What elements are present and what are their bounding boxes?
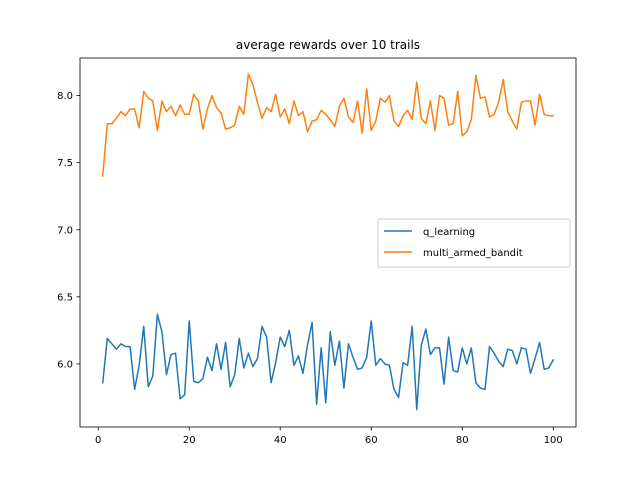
legend: q_learning multi_armed_bandit: [377, 218, 571, 268]
x-tick-label: 0: [95, 435, 101, 446]
legend-label-q-learning: q_learning: [423, 227, 475, 238]
chart-title: average rewards over 10 trails: [236, 38, 420, 52]
legend-label-multi-armed-bandit: multi_armed_bandit: [423, 248, 523, 259]
x-tick-label: 80: [456, 435, 469, 446]
plot-frame: [79, 57, 577, 428]
x-tick-label: 60: [365, 435, 378, 446]
series-line-multi-armed-bandit: [101, 73, 554, 177]
y-tick-label: 6.5: [57, 292, 73, 303]
y-axis: 6.0 6.5 7.0 7.5 8.0: [57, 91, 80, 370]
x-tick-label: 40: [274, 435, 287, 446]
y-tick-label: 8.0: [57, 91, 73, 102]
y-tick-label: 6.0: [57, 359, 73, 370]
series-line-q-learning: [101, 313, 555, 411]
x-tick-label: 100: [544, 435, 563, 446]
legend-box: [377, 218, 571, 268]
x-tick-label: 20: [183, 435, 196, 446]
y-tick-label: 7.5: [57, 158, 73, 169]
y-tick-label: 7.0: [57, 225, 73, 236]
x-axis: 0 20 40 60 80 100: [95, 427, 563, 446]
series-layer: [101, 73, 555, 411]
